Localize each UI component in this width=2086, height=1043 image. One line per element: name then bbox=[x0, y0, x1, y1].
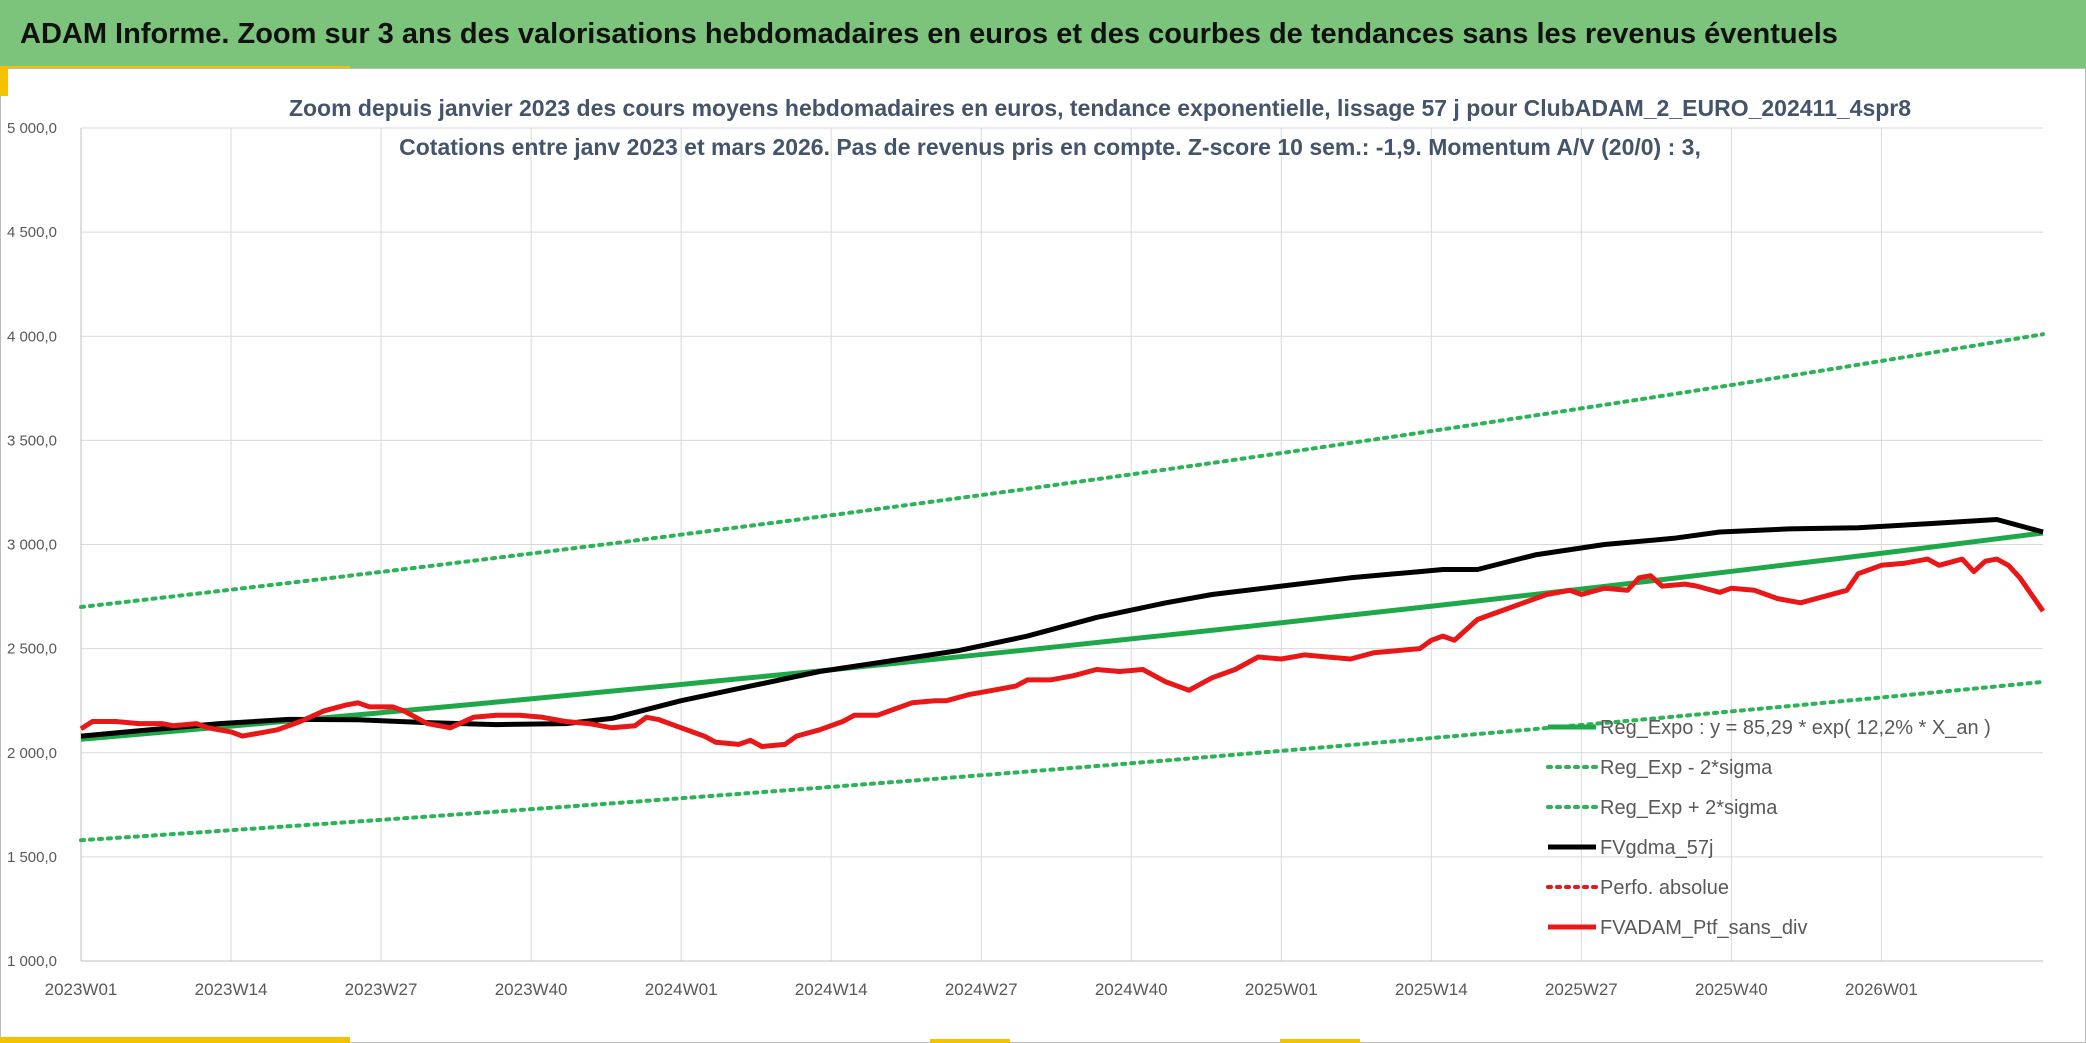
portfolio-line bbox=[79, 556, 2046, 749]
smoothed-line bbox=[80, 517, 2044, 739]
chart-title: Zoom depuis janvier 2023 des cours moyen… bbox=[289, 95, 1911, 121]
accent-bar-bottom bbox=[930, 1039, 1010, 1043]
x-tick-label: 2023W40 bbox=[495, 980, 568, 999]
grid-layer bbox=[80, 127, 2043, 962]
legend-label: Reg_Exp - 2*sigma bbox=[1600, 757, 1773, 779]
accent-bar-left bbox=[0, 68, 8, 96]
chart-subtitle: Cotations entre janv 2023 et mars 2026. … bbox=[399, 134, 1701, 160]
axis-layer: 1 000,0 1 500,0 2 000,0 2 500,0 3 000,0 3 500… bbox=[7, 120, 2043, 999]
y-tick-label: 1 500,0 bbox=[7, 849, 57, 866]
x-tick-label: 2024W40 bbox=[1095, 980, 1168, 999]
y-tick-label: 4 000,0 bbox=[7, 328, 57, 345]
x-tick-label: 2024W14 bbox=[795, 980, 868, 999]
x-tick-label: 2025W27 bbox=[1545, 980, 1618, 999]
x-tick-label: 2025W14 bbox=[1395, 980, 1468, 999]
y-tick-label: 3 000,0 bbox=[7, 537, 57, 554]
legend-label: FVgdma_57j bbox=[1600, 837, 1713, 859]
series-layer bbox=[79, 332, 2046, 843]
accent-bar-bottom bbox=[0, 1037, 350, 1043]
lower-sigma-line bbox=[79, 679, 2045, 843]
y-tick-label: 1 000,0 bbox=[7, 953, 57, 970]
x-tick-label: 2025W01 bbox=[1245, 980, 1318, 999]
x-tick-label: 2023W27 bbox=[345, 980, 418, 999]
legend-label: FVADAM_Ptf_sans_div bbox=[1600, 917, 1808, 939]
x-tick-label: 2024W01 bbox=[645, 980, 718, 999]
x-tick-label: 2025W40 bbox=[1695, 980, 1768, 999]
y-tick-label: 3 500,0 bbox=[7, 432, 57, 449]
x-tick-label: 2023W14 bbox=[195, 980, 268, 999]
report-header: ADAM Informe. Zoom sur 3 ans des valoris… bbox=[0, 0, 2086, 68]
legend-label: Reg_Exp + 2*sigma bbox=[1600, 797, 1778, 819]
trend-line bbox=[80, 530, 2044, 742]
y-tick-label: 2 000,0 bbox=[7, 745, 57, 762]
x-tick-label: 2023W01 bbox=[45, 980, 118, 999]
legend-label: Reg_Expo : y = 85,29 * exp( 12,2% * X_an… bbox=[1600, 717, 1991, 739]
y-tick-label: 2 500,0 bbox=[7, 641, 57, 658]
report-title: ADAM Informe. Zoom sur 3 ans des valoris… bbox=[20, 17, 1838, 50]
upper-sigma-line bbox=[79, 332, 2045, 609]
chart-frame bbox=[0, 68, 2086, 1043]
accent-bar-bottom bbox=[1280, 1039, 1360, 1043]
legend-label: Perfo. absolue bbox=[1600, 877, 1729, 899]
x-tick-label: 2024W27 bbox=[945, 980, 1018, 999]
x-tick-label: 2026W01 bbox=[1845, 980, 1918, 999]
y-tick-label: 4 500,0 bbox=[7, 224, 57, 241]
chart-legend: Reg_Expo : y = 85,29 * exp( 12,2% * X_an… bbox=[1546, 717, 1991, 939]
y-tick-label: 5 000,0 bbox=[7, 120, 57, 137]
